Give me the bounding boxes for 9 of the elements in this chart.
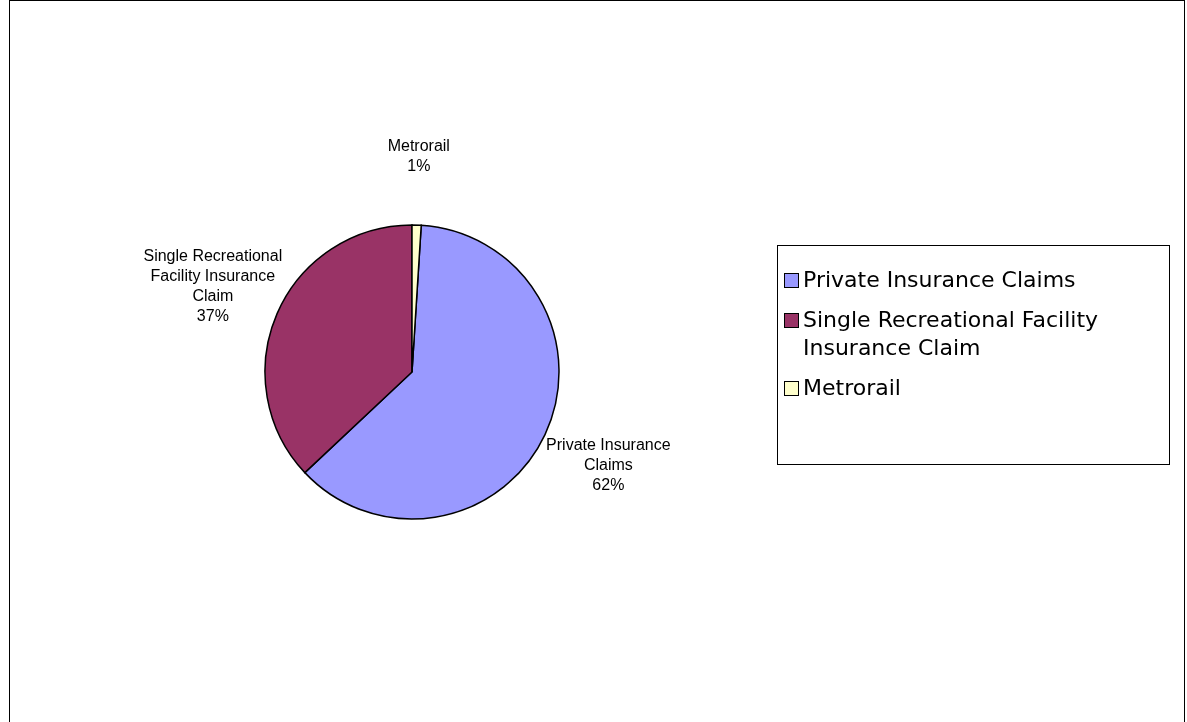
data-label: 37% [196,307,229,325]
data-label: 1% [407,156,431,174]
legend-label: Private Insurance Claims [803,266,1076,294]
slice-label: Metrorail [387,136,450,154]
slice-label: Single Recreational Facility Insurance Claim [143,247,283,305]
data-label: 62% [592,475,625,493]
legend-label: Metrorail [803,374,901,402]
slice-label: Private Insurance Claims [546,435,671,473]
legend-label: Single Recreational Facility Insurance Claim [803,306,1100,362]
